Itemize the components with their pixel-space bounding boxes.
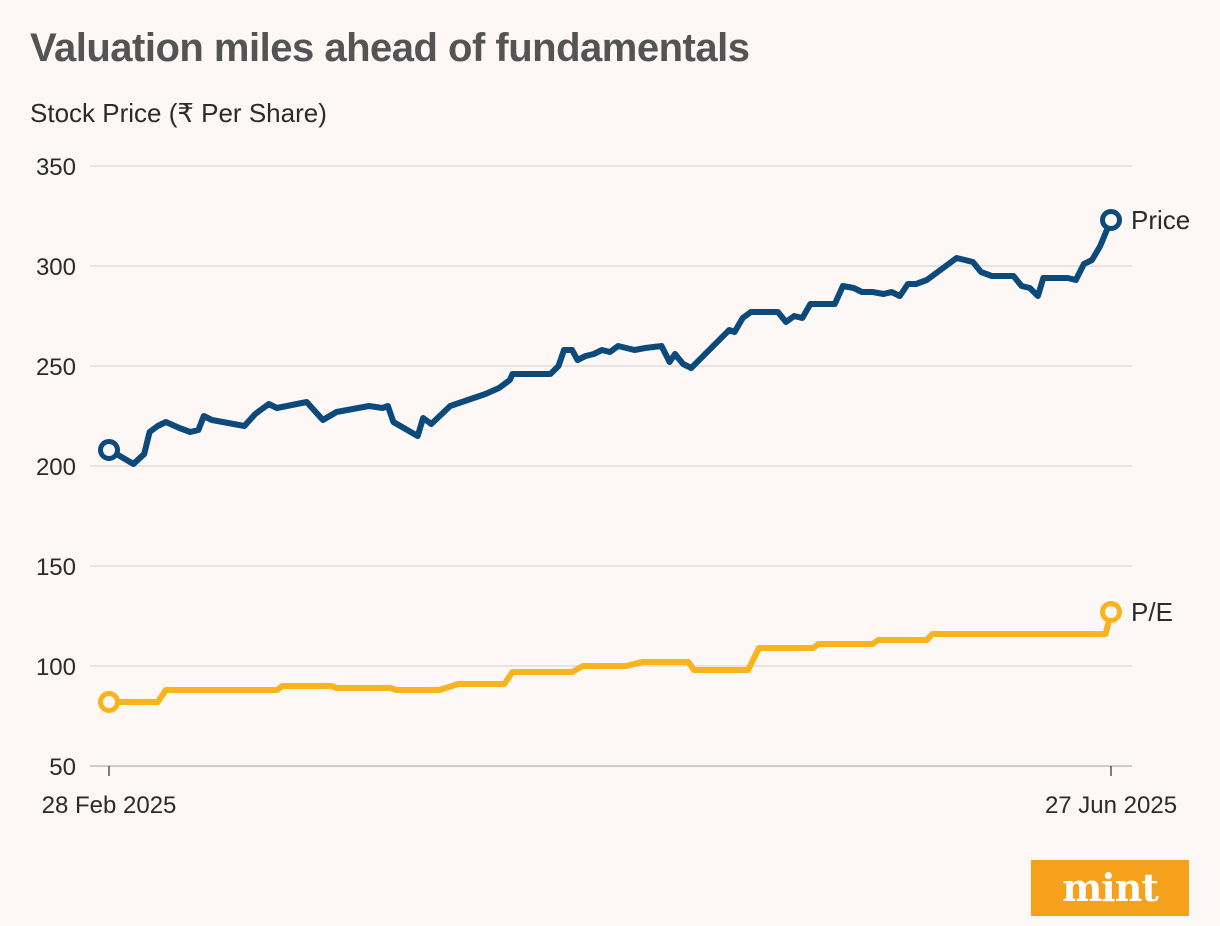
mint-logo: mint — [1031, 860, 1189, 916]
start-marker-price — [98, 439, 120, 461]
y-tick-label-150: 150 — [36, 554, 76, 581]
end-marker-pe — [1100, 601, 1122, 623]
y-tick-label-50: 50 — [49, 754, 76, 781]
y-tick-label-200: 200 — [36, 454, 76, 481]
x-tick-label-end: 27 Jun 2025 — [1045, 792, 1177, 819]
start-marker-pe — [98, 691, 120, 713]
chart-title: Valuation miles ahead of fundamentals — [30, 26, 750, 70]
end-marker-price — [1100, 209, 1122, 231]
series-label-price: Price — [1131, 205, 1190, 235]
x-tick-label-start: 28 Feb 2025 — [42, 792, 177, 819]
series-line-pe — [106, 609, 1114, 705]
y-axis-label: Stock Price (₹ Per Share) — [30, 98, 327, 128]
series-label-pe: P/E — [1131, 597, 1173, 627]
series-line-price — [106, 217, 1114, 467]
y-tick-label-300: 300 — [36, 254, 76, 281]
y-tick-label-100: 100 — [36, 654, 76, 681]
y-tick-label-350: 350 — [36, 154, 76, 181]
y-tick-label-250: 250 — [36, 354, 76, 381]
